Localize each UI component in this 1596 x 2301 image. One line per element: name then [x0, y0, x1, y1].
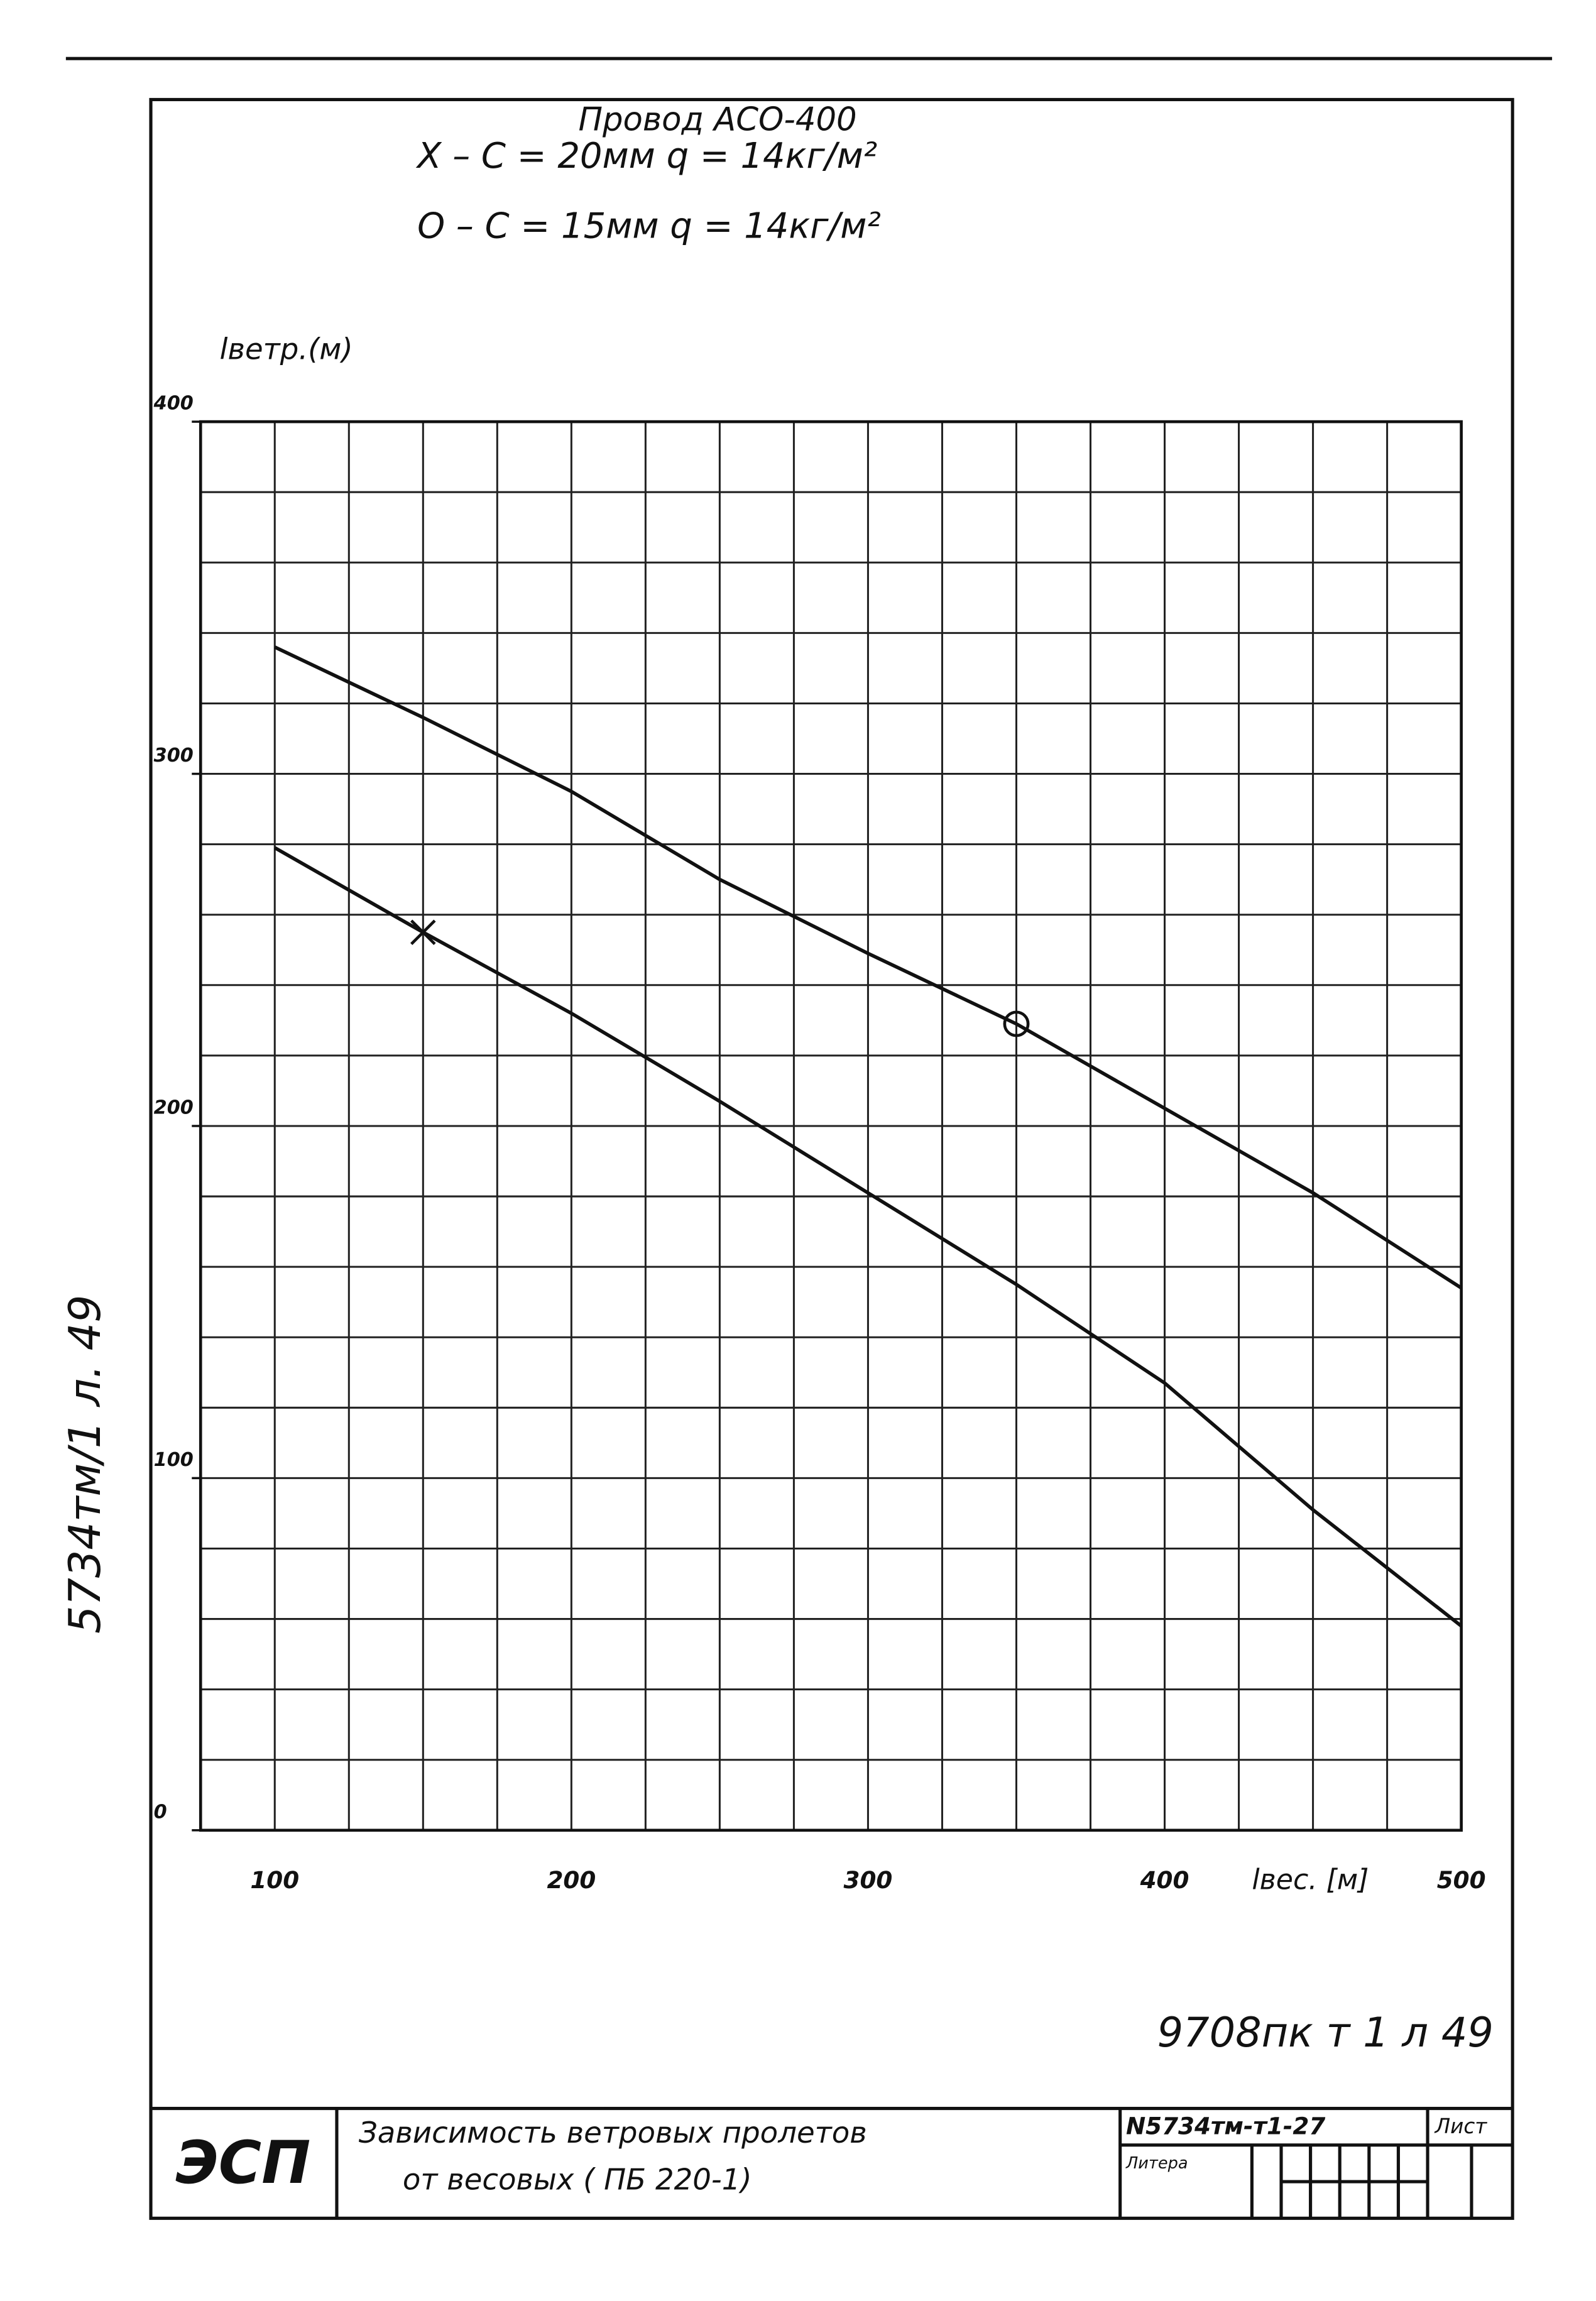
sheet-frame [149, 97, 1514, 2220]
caption: от весовых ( ПБ 220-1) [403, 2163, 752, 2197]
x-tick-label: 300 [844, 1866, 893, 1894]
legend-entry: Х – С = 20мм q = 14кг/м² [415, 136, 877, 177]
doc-code: N5734тм-т1-27 [1126, 2112, 1325, 2140]
sheet-label: Лист [1435, 2114, 1488, 2138]
y-tick-label: 400 [153, 393, 194, 415]
x-axis-label: lвес. [м] [1252, 1864, 1369, 1896]
stamp: 9708пк т 1 л 49 [1157, 2009, 1494, 2057]
x-tick-label: 200 [547, 1866, 596, 1894]
point-marker [410, 919, 436, 946]
letter-label: Литера [1125, 2154, 1188, 2173]
y-tick-label: 100 [154, 1449, 194, 1471]
y-tick-label: 0 [154, 1801, 167, 1823]
series-line [273, 846, 1463, 1627]
caption: Зависимость ветровых пролетов [359, 2116, 867, 2150]
x-tick-label: 400 [1140, 1866, 1189, 1894]
y-tick-label: 300 [154, 745, 194, 767]
org-mark: ЭСП [175, 2128, 310, 2197]
x-tick-label: 500 [1437, 1866, 1486, 1894]
y-tick-label: 200 [154, 1097, 194, 1119]
chart-title: Провод АСО-400 [578, 101, 856, 138]
x-tick-label: 100 [250, 1866, 299, 1894]
point-marker [1003, 1010, 1030, 1037]
series-line [274, 645, 1463, 1290]
legend-entry: О – С = 15мм q = 14кг/м² [417, 206, 881, 247]
side-note: 5734тм/1 л. 49 [60, 1294, 111, 1634]
y-axis-label: lветр.(м) [220, 332, 353, 366]
